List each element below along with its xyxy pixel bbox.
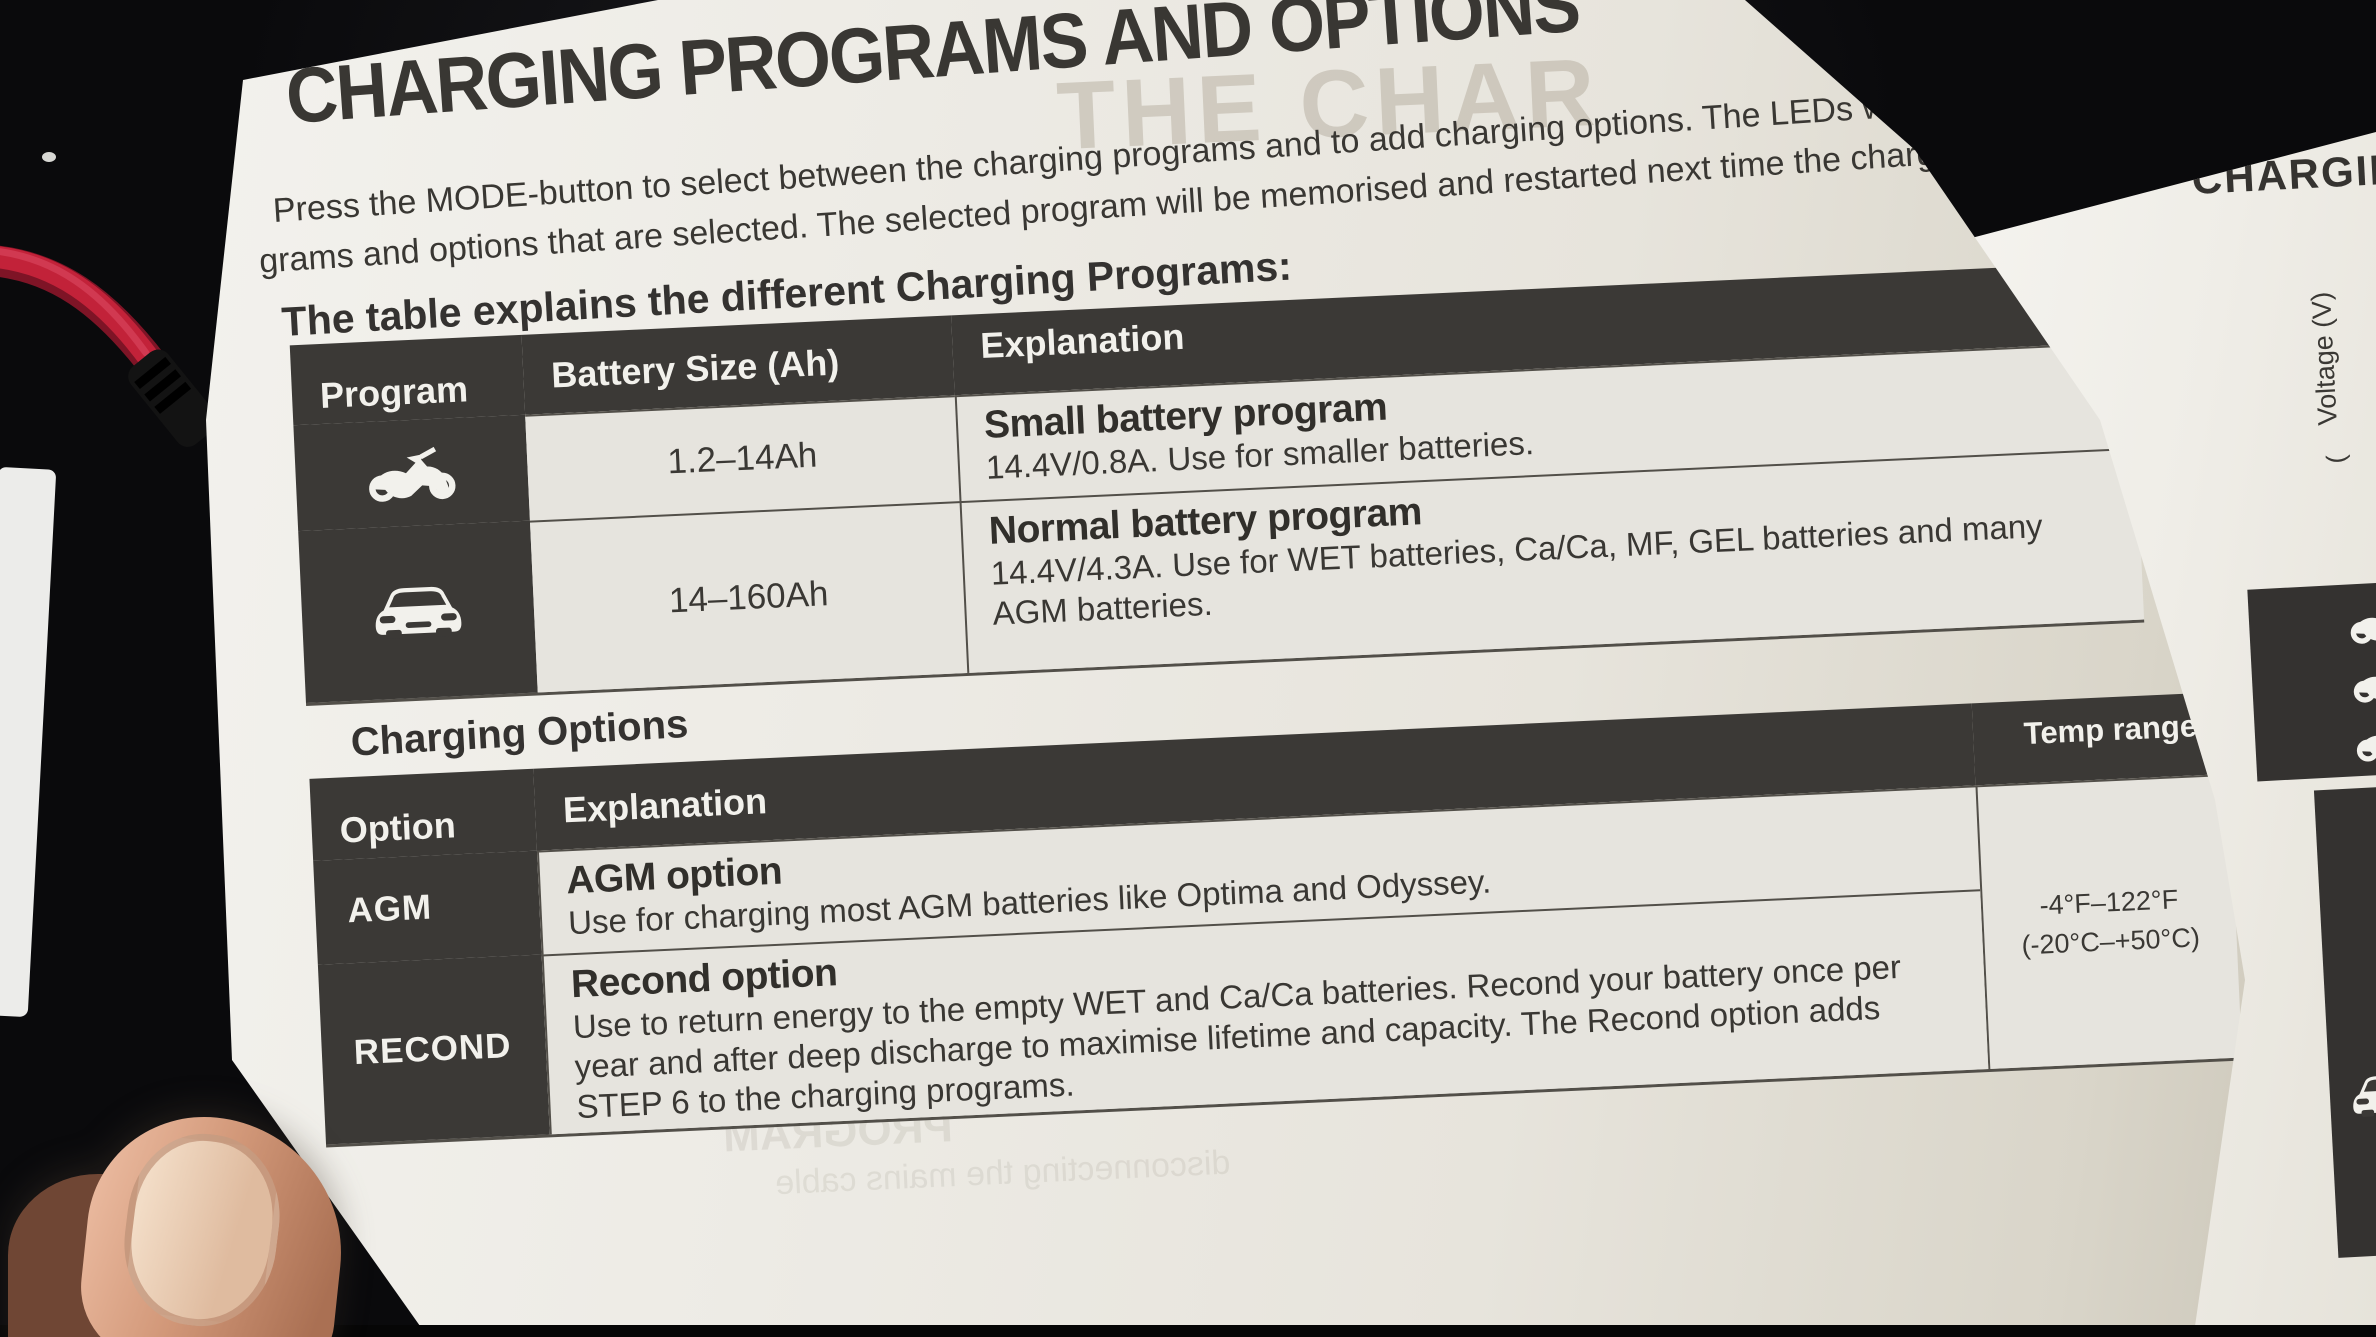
motorcycle-icon [2350, 710, 2376, 764]
photo-bottom-edge [0, 1325, 2376, 1337]
temp-range-fahrenheit: -4°F–122°F [2038, 884, 2179, 921]
program-icons-box [2247, 581, 2376, 782]
cable-connector [128, 349, 218, 447]
column-header-option: Option [309, 768, 537, 861]
thumb-finger [8, 1105, 428, 1337]
options-heading: Charging Options [349, 701, 690, 765]
car-icon [2351, 1073, 2376, 1118]
temp-range-celsius: (-20°C–+50°C) [2020, 922, 2201, 961]
red-charger-cable [0, 245, 218, 447]
option-cell-agm: AGM [313, 850, 542, 965]
motorcycle-icon [2344, 592, 2376, 646]
program-cell-motorcycle [293, 414, 530, 532]
motorcycle-icon [361, 441, 462, 505]
car-icon [374, 585, 462, 640]
program-icons-box [2313, 784, 2376, 1258]
voltage-axis-label: Voltage (V) [2305, 291, 2343, 427]
temp-range-cell: -4°F–122°F (-20°C–+50°C) [1975, 773, 2243, 1070]
column-header-program: Program [289, 334, 526, 426]
battery-size-cell: 1.2–14Ah [525, 395, 960, 521]
partial-axis-label: ( [2320, 454, 2351, 465]
battery-size-cell: 14–160Ah [529, 501, 968, 693]
paper-scrap [0, 466, 57, 1018]
dust-speck [42, 152, 56, 162]
manual-left-page: THE CHAR to combine charging POWER charg… [206, 0, 2245, 1326]
program-cell-car [298, 520, 538, 703]
right-page-heading: CHARGING [2190, 143, 2376, 204]
charging-options-table: Option Explanation Temp range AGM AGM op… [309, 691, 2243, 1148]
motorcycle-icon [2347, 651, 2376, 705]
